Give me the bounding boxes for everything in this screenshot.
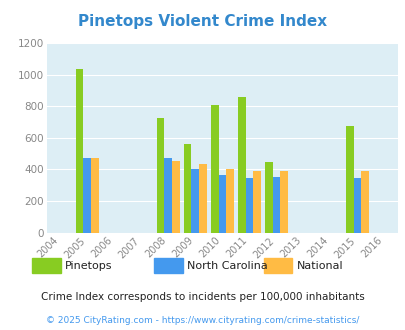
Bar	[198, 164, 206, 233]
Text: Pinetops: Pinetops	[65, 261, 112, 271]
Bar	[218, 176, 226, 233]
Bar	[172, 161, 179, 233]
Bar	[252, 171, 260, 233]
Bar	[164, 158, 172, 233]
Text: © 2025 CityRating.com - https://www.cityrating.com/crime-statistics/: © 2025 CityRating.com - https://www.city…	[46, 315, 359, 325]
Bar	[191, 169, 198, 233]
Bar	[83, 157, 91, 233]
Text: Crime Index corresponds to incidents per 100,000 inhabitants: Crime Index corresponds to incidents per…	[41, 292, 364, 302]
Bar	[237, 97, 245, 233]
Bar	[211, 105, 218, 233]
Bar	[360, 171, 368, 233]
Text: North Carolina: North Carolina	[186, 261, 267, 271]
Bar	[345, 126, 353, 233]
Bar	[91, 158, 98, 233]
Bar	[183, 145, 191, 233]
Bar	[272, 177, 279, 233]
Bar	[156, 118, 164, 233]
Bar	[353, 178, 360, 233]
Bar	[76, 69, 83, 233]
Bar	[245, 178, 252, 233]
Text: National: National	[296, 261, 342, 271]
Bar	[279, 171, 287, 233]
Bar	[264, 162, 272, 233]
Text: Pinetops Violent Crime Index: Pinetops Violent Crime Index	[78, 14, 327, 29]
Bar	[226, 169, 233, 233]
